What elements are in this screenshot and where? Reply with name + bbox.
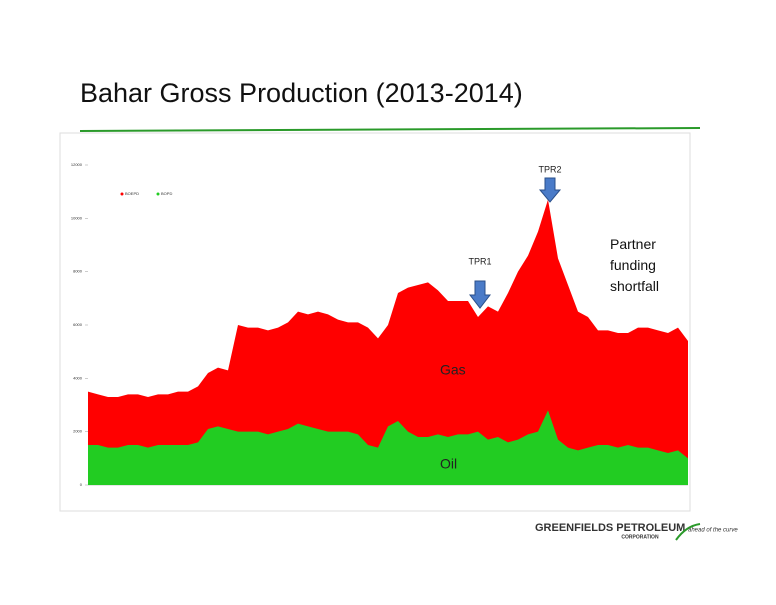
plot: 0 2000 4000 6000 8000 10000 12000 BOEPD BOPD	[71, 162, 688, 487]
annotation: Gas	[440, 362, 466, 378]
legend-swatch	[156, 192, 160, 196]
legend-label: BOPD	[161, 191, 172, 196]
area	[88, 410, 688, 485]
annotation: TPR1	[468, 256, 491, 266]
logo-name: GREENFIELDS PETROLEUM	[535, 522, 685, 534]
logo-tagline: ahead of the curve	[688, 528, 738, 534]
annotation: TPR2	[538, 164, 561, 174]
logo-sub: CORPORATION	[621, 534, 659, 540]
y-tick-label: 12000	[71, 162, 83, 167]
y-tick-label: 6000	[73, 322, 83, 327]
tpr2-arrow	[538, 177, 562, 203]
tpr1-arrow	[468, 280, 492, 309]
slide-title: Bahar Gross Production (2013-2014)	[80, 78, 523, 108]
y-tick-label: 4000	[73, 375, 83, 380]
legend-swatch	[120, 192, 124, 196]
y-tick-label: 2000	[73, 429, 83, 434]
annotation: Oil	[440, 456, 457, 472]
y-tick-label: 0	[80, 482, 83, 487]
area	[88, 199, 688, 485]
y-tick-label: 10000	[71, 215, 83, 220]
legend-label: BOEPD	[125, 191, 139, 196]
annotation: Partner funding shortfall	[610, 236, 659, 294]
y-tick-label: 8000	[73, 269, 83, 274]
title-rule	[79, 127, 701, 132]
logo-swoosh	[675, 523, 701, 541]
